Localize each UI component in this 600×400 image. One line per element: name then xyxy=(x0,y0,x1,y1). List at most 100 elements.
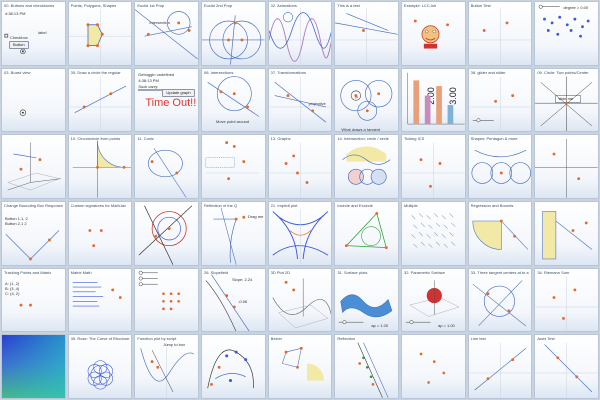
tile-title: This is a test xyxy=(337,3,360,8)
gallery-tile-bar-chart[interactable]: 2.00 3.00 xyxy=(400,67,466,133)
tile-title: Function plot by script xyxy=(137,336,177,342)
gallery-tile-3d-axes[interactable] xyxy=(1,134,66,199)
tile-title: Euclid 1st Prop xyxy=(137,3,165,8)
gallery-tile-circle-circle[interactable]: 14. Intersection: circle / circle xyxy=(334,134,399,199)
gallery-tile-regression[interactable]: Regression and Bounds xyxy=(467,200,533,266)
tile-title: 02. Animations xyxy=(270,3,297,8)
tile-board xyxy=(345,211,389,249)
carry-input[interactable] xyxy=(138,88,165,91)
gallery-tile-bounds[interactable] xyxy=(534,200,599,266)
tile-board xyxy=(207,75,260,117)
gallery-tile-reflection[interactable]: Reflection xyxy=(334,334,399,399)
tile-title: 32. Parametric Surface xyxy=(403,269,445,275)
tile-board xyxy=(6,142,61,191)
gallery-tile-color-gradient[interactable] xyxy=(1,334,66,399)
tile-board xyxy=(72,281,122,307)
gallery-tile-bounding-box[interactable]: Change Bounding Box Responsive Button 1,… xyxy=(1,200,66,266)
gallery-tile-reflection-q[interactable]: Reflection of the Q Drag me xyxy=(200,200,266,266)
tile-title: 13. Graphs xyxy=(270,136,291,142)
tile-title: Line test xyxy=(470,336,486,342)
gallery-tile-ticking[interactable]: Ticking ICS xyxy=(400,134,466,199)
gallery-tile-pentagon[interactable]: Shapes: Pentagon & more xyxy=(467,134,533,199)
tile-board xyxy=(539,4,590,38)
gallery-tile-two-points-circle[interactable]: 09. Circle: Two points/Center slide me xyxy=(534,67,599,133)
gallery-tile-board-view[interactable]: 03. Board view xyxy=(1,67,66,133)
button-label[interactable]: Button 2,1 2 xyxy=(5,220,27,226)
gallery-tile-transformations[interactable]: 07. Transformations projective xyxy=(267,67,333,133)
gallery-tile-function-plot[interactable]: Function plot by script Jump to box xyxy=(134,334,199,399)
hint-text: Jump to box xyxy=(163,342,186,348)
gallery-tile-euclid-1[interactable]: Euclid 1st Prop Intersection xyxy=(134,1,199,66)
gallery-tile-tangent[interactable]: P What draws a tangent xyxy=(334,67,399,133)
tile-board xyxy=(140,342,195,398)
gallery-tile-dots[interactable] xyxy=(200,134,266,199)
gallery-tile-sliders-grid[interactable] xyxy=(134,267,199,333)
gallery-tile-three-tangent[interactable]: 33. Three tangent centers at to a line xyxy=(467,267,533,333)
tile-title: Incircle and Excircle xyxy=(337,202,373,208)
gallery-tile-riemann[interactable]: 34. Riemann Sum xyxy=(534,267,599,333)
tile-board xyxy=(542,211,593,260)
slider-value: degree = 0.00 xyxy=(563,5,589,10)
gallery-tile-lcc[interactable]: Example: LCC-ish xyxy=(400,1,466,66)
tile-title: 09. Circle: Two points/Center xyxy=(537,69,589,75)
tile-board xyxy=(407,72,465,124)
gallery-tile-quadrants[interactable] xyxy=(534,134,599,199)
gallery-tile-surface[interactable]: 31. Surface plots ap = 1.00 xyxy=(334,267,399,333)
gallery-tile-conic[interactable]: 11. Conic xyxy=(134,134,199,199)
tile-title: Points, Polygons, Shapes xyxy=(70,3,117,8)
gallery-tile-multiple[interactable]: Multiple xyxy=(400,200,466,266)
gallery-tile-bezier[interactable]: Bezier xyxy=(267,334,333,399)
tile-board xyxy=(401,142,465,198)
checkbox-label[interactable]: Checkbox xyxy=(10,35,28,40)
tile-board xyxy=(405,280,460,324)
gallery-tile-incircle[interactable]: Incircle and Excircle xyxy=(334,200,399,266)
gallery-tile-test[interactable]: This is a test xyxy=(334,1,399,66)
gallery-tile-axes-test[interactable]: Axes Test xyxy=(534,334,599,399)
tile-title: 00. Buttons and checkboxes xyxy=(4,3,55,8)
hint-text: Drag me xyxy=(247,213,264,219)
gallery-tile-debug-graph[interactable]: Debuggin undefined 4:38:13 PM Suck carry… xyxy=(134,67,199,133)
demo-button[interactable]: Button xyxy=(9,41,29,49)
tile-board xyxy=(340,79,393,121)
tile-board xyxy=(411,213,456,248)
gallery-tile-dot-pattern[interactable] xyxy=(400,334,466,399)
tile-title: 14. Intersection: circle / circle xyxy=(337,136,389,142)
debug-text: Debuggin undefined xyxy=(138,71,175,77)
gallery-tile-circle-tangent[interactable] xyxy=(134,200,199,266)
gallery-tile-polygons[interactable]: Points, Polygons, Shapes xyxy=(67,1,133,66)
button-label[interactable]: Button 1,1, 2 xyxy=(5,215,28,221)
gallery-tile-matrix[interactable]: Matrix Math xyxy=(67,267,133,333)
gallery-tile-mathjax[interactable]: Custom signatures for MathJax xyxy=(67,200,133,266)
update-graph-button[interactable]: Update graph xyxy=(162,88,195,97)
gallery-tile-graphs[interactable]: 13. Graphs xyxy=(267,134,333,199)
gallery-tile-euclid-2[interactable]: Euclid 2nd Prop xyxy=(200,1,266,66)
tile-board xyxy=(5,230,60,261)
tile-board xyxy=(213,207,246,265)
gallery-tile-buttons[interactable]: 00. Buttons and checkboxes 4:38:13 PM la… xyxy=(1,1,66,66)
tile-board xyxy=(468,7,532,65)
tile-board xyxy=(68,9,132,65)
gallery-tile-intersections[interactable]: 06. Intersections Move point around xyxy=(200,67,266,133)
tile-board xyxy=(357,342,389,398)
gallery-tile-regular-circle[interactable]: 05. Draw a circle the regular xyxy=(67,67,133,133)
gallery-tile-tracking[interactable]: Tracking Points and Matrix A: (1, 2) B: … xyxy=(1,267,66,333)
tile-board xyxy=(139,270,181,310)
tile-board xyxy=(472,219,528,250)
gallery-tile-rose[interactable]: 35. Rose: The Curve of Rhodonea xyxy=(67,334,133,399)
gallery-tile-parametric-surface[interactable]: 32. Parametric Surface ap = 1.00 xyxy=(400,267,466,333)
gallery-tile-line-test[interactable]: Line test xyxy=(467,334,533,399)
label-text: label xyxy=(38,30,47,35)
gallery-tile-glider[interactable]: 08. glider and slider xyxy=(467,67,533,133)
gallery-tile-circumcircle[interactable]: 10. Circumcircle from points xyxy=(67,134,133,199)
gallery-tile-curve-points[interactable] xyxy=(200,334,266,399)
gallery-tile-slider-points[interactable]: degree = 0.00 xyxy=(534,1,599,66)
gallery-tile-3d-plot[interactable]: 3D Plot 2D xyxy=(267,267,333,333)
tile-title: Euclid 2nd Prop xyxy=(203,3,233,8)
gallery-tile-animation[interactable]: 02. Animations xyxy=(267,1,333,66)
gallery-tile-slopefield[interactable]: 26. Slopefield Slope: 2.24 -0.56 xyxy=(200,267,266,333)
gallery-tile-implicit[interactable]: 21. Implicit plot xyxy=(267,200,333,266)
tile-board xyxy=(19,303,32,307)
tile-title: Multiple xyxy=(403,202,418,208)
gallery-tile-button-test[interactable]: Button Test xyxy=(467,1,533,66)
